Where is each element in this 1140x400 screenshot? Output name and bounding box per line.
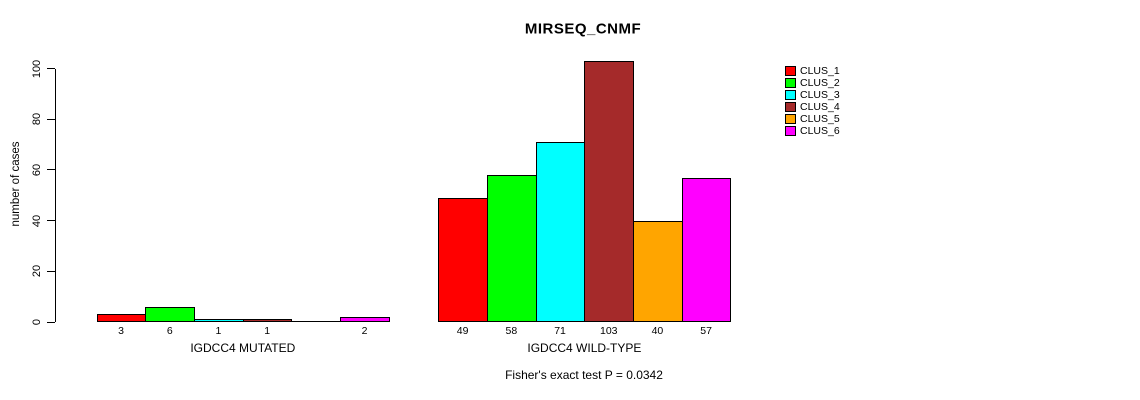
bar-value-label: 49 [456,325,469,337]
y-axis-tick [47,270,55,272]
bar [242,319,293,322]
legend-label: CLUS_5 [800,112,840,125]
bar [535,142,586,322]
legend-swatch [785,125,796,136]
bar-value-label: 3 [118,325,124,337]
y-axis-line [55,68,56,322]
legend-label: CLUS_3 [800,88,840,101]
legend-swatch [785,113,796,124]
y-tick-label: 20 [31,265,43,278]
bar-value-label: 40 [651,325,664,337]
chart-title: MIRSEQ_CNMF [524,20,642,38]
y-axis-tick [47,321,55,323]
y-tick-label: 80 [31,113,43,126]
bar [633,220,683,322]
bar-value-label: 103 [599,325,618,337]
bar [145,306,196,322]
bar [487,174,537,322]
bar-value-label: 6 [166,325,173,337]
p-value-annotation: Fisher's exact test P = 0.0342 [505,368,663,382]
y-tick-label: 100 [31,59,43,78]
bar [194,319,244,322]
bar [438,197,488,322]
bar [96,314,147,322]
legend-swatch [785,89,796,100]
legend-swatch [785,65,796,76]
y-axis-tick [47,68,55,69]
zero-bar-line [291,321,342,322]
bar [584,60,635,322]
legend-label: CLUS_1 [800,64,840,77]
bar-value-label: 1 [215,325,222,337]
bar [681,177,732,322]
legend-swatch [785,101,796,112]
group-label: IGDCC4 WILD-TYPE [527,341,642,355]
y-axis-tick [47,169,55,171]
legend-label: CLUS_2 [800,76,840,89]
y-tick-label: 60 [31,163,43,177]
bar-value-label: 1 [264,325,271,337]
y-axis-tick [47,220,55,222]
y-tick-label: 40 [31,214,43,227]
bar-value-label: 2 [361,325,368,337]
bar-value-label: 57 [700,325,712,337]
y-tick-label: 0 [31,318,43,326]
bar-value-label: 58 [505,325,518,337]
y-axis-tick [47,118,55,120]
legend-swatch [785,77,796,88]
legend-label: CLUS_6 [800,124,840,137]
bar [340,316,390,322]
group-label: IGDCC4 MUTATED [190,341,296,355]
legend-label: CLUS_4 [800,100,840,113]
bar-value-label: 71 [554,325,566,337]
